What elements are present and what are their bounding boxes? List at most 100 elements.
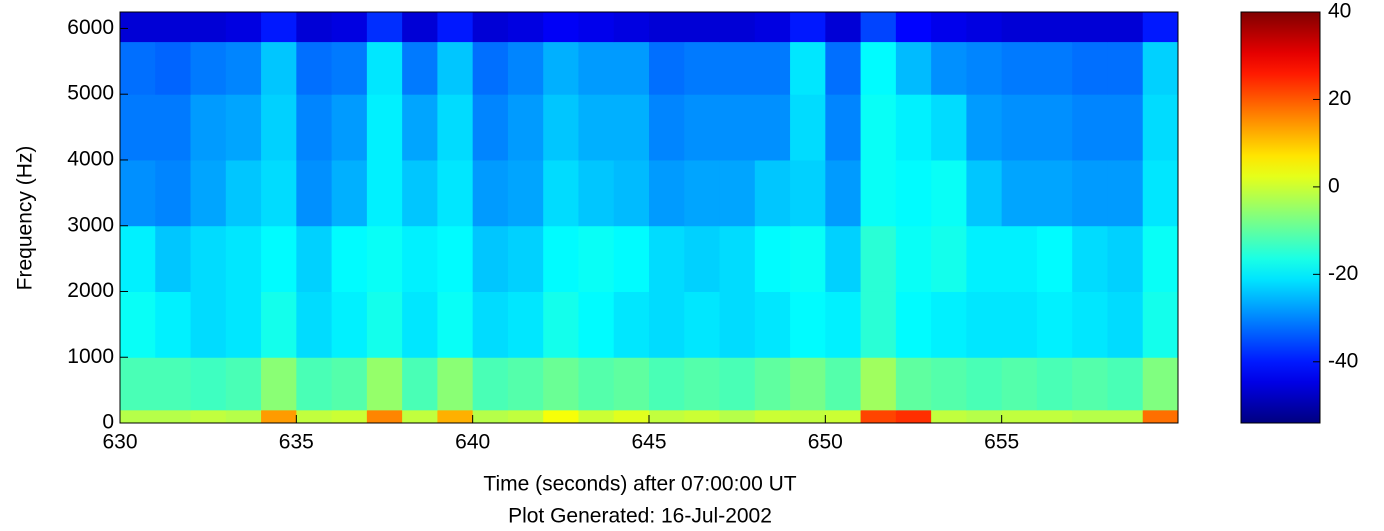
heatmap-cell [225, 291, 262, 358]
heatmap-cell [719, 41, 756, 95]
heatmap-cell [1142, 159, 1179, 227]
note: Plot Generated: 16-Jul-2002 [508, 505, 772, 528]
heatmap-cell [543, 291, 579, 358]
heatmap-cell [331, 12, 368, 43]
heatmap-cell [719, 94, 756, 161]
heatmap-cell [649, 94, 685, 161]
heatmap-cell [120, 41, 156, 95]
heatmap-cell [472, 94, 509, 161]
heatmap-cell [1036, 409, 1073, 424]
heatmap-cell [155, 12, 192, 43]
heatmap-cell [225, 225, 262, 292]
heatmap-cell [790, 357, 826, 411]
heatmap-cell [860, 41, 897, 95]
heatmap-cell [472, 225, 509, 292]
heatmap-cell [966, 225, 1003, 292]
heatmap-cell [860, 291, 897, 358]
heatmap-cell [1142, 41, 1179, 95]
colorbar-tick-label: 0 [1328, 174, 1340, 197]
heatmap-cell [366, 357, 403, 411]
heatmap-cell [895, 12, 932, 43]
heatmap-cell [860, 357, 897, 411]
heatmap-cell [790, 291, 826, 358]
heatmap-cell [331, 94, 368, 161]
heatmap-cell [261, 12, 297, 43]
heatmap-cell [1107, 94, 1144, 161]
heatmap-cell [472, 357, 509, 411]
heatmap-cell [754, 41, 791, 95]
heatmap-cell [296, 94, 333, 161]
heatmap-cell [931, 225, 967, 292]
heatmap-cell [754, 159, 791, 227]
heatmap-cell [613, 357, 650, 411]
heatmap-cell [895, 291, 932, 358]
heatmap-cell [402, 409, 438, 424]
heatmap-cell [296, 12, 333, 43]
heatmap-cell [120, 94, 156, 161]
heatmap-cell [543, 409, 579, 424]
heatmap-cell [578, 291, 615, 358]
heatmap-cell [366, 225, 403, 292]
heatmap-cell [1107, 41, 1144, 95]
heatmap-cell [331, 291, 368, 358]
heatmap-cell [472, 291, 509, 358]
heatmap-cell [649, 41, 685, 95]
heatmap-cell [860, 12, 897, 43]
heatmap-cell [895, 225, 932, 292]
heatmap-cell [931, 94, 967, 161]
heatmap-cell [120, 159, 156, 227]
heatmap-cell [931, 159, 967, 227]
heatmap-cell [1107, 409, 1144, 424]
colorbar-tick-label: 20 [1328, 87, 1351, 110]
heatmap-cell [1142, 291, 1179, 358]
heatmap-cell [613, 41, 650, 95]
heatmap-cell [366, 159, 403, 227]
heatmap-cell [1072, 225, 1108, 292]
heatmap-cell [1142, 409, 1179, 424]
heatmap-cell [931, 357, 967, 411]
heatmap-cell [1001, 409, 1038, 424]
heatmap-cell [1107, 357, 1144, 411]
heatmap-cell [507, 409, 544, 424]
x-tick-label: 630 [102, 431, 137, 454]
heatmap-cell [613, 12, 650, 43]
y-tick-label: 5000 [67, 82, 114, 105]
heatmap-cell [1001, 291, 1038, 358]
heatmap-cell [543, 159, 579, 227]
heatmap-cell [684, 41, 721, 95]
heatmap-cell [895, 159, 932, 227]
y-tick-label: 4000 [67, 148, 114, 171]
heatmap-cell [613, 159, 650, 227]
heatmap-cell [1036, 291, 1073, 358]
heatmap-cell [1036, 12, 1073, 43]
heatmap-cell [613, 409, 650, 424]
heatmap-cell [296, 159, 333, 227]
heatmap-cell [825, 12, 862, 43]
heatmap-cell [613, 94, 650, 161]
heatmap-cell [719, 409, 756, 424]
heatmap-cell [261, 41, 297, 95]
heatmap-cell [931, 409, 967, 424]
heatmap-cell [225, 41, 262, 95]
heatmap-cell [1001, 12, 1038, 43]
heatmap-cell [190, 41, 227, 95]
heatmap-cell [402, 225, 438, 292]
heatmap-cell [578, 409, 615, 424]
heatmap-cell [578, 357, 615, 411]
heatmap-cell [120, 291, 156, 358]
heatmap-cell [225, 159, 262, 227]
x-tick-label: 640 [455, 431, 490, 454]
heatmap-cell [402, 291, 438, 358]
heatmap-cell [825, 94, 862, 161]
heatmap-cell [1072, 409, 1108, 424]
heatmap-cell [120, 12, 156, 43]
heatmap-cell [1036, 159, 1073, 227]
heatmap-cell [684, 357, 721, 411]
heatmap-cell [649, 291, 685, 358]
heatmap-cell [578, 225, 615, 292]
heatmap-cell [578, 12, 615, 43]
heatmap-cell [507, 94, 544, 161]
heatmap-cell [1107, 225, 1144, 292]
heatmap-cell [155, 159, 192, 227]
heatmap-cell [613, 291, 650, 358]
